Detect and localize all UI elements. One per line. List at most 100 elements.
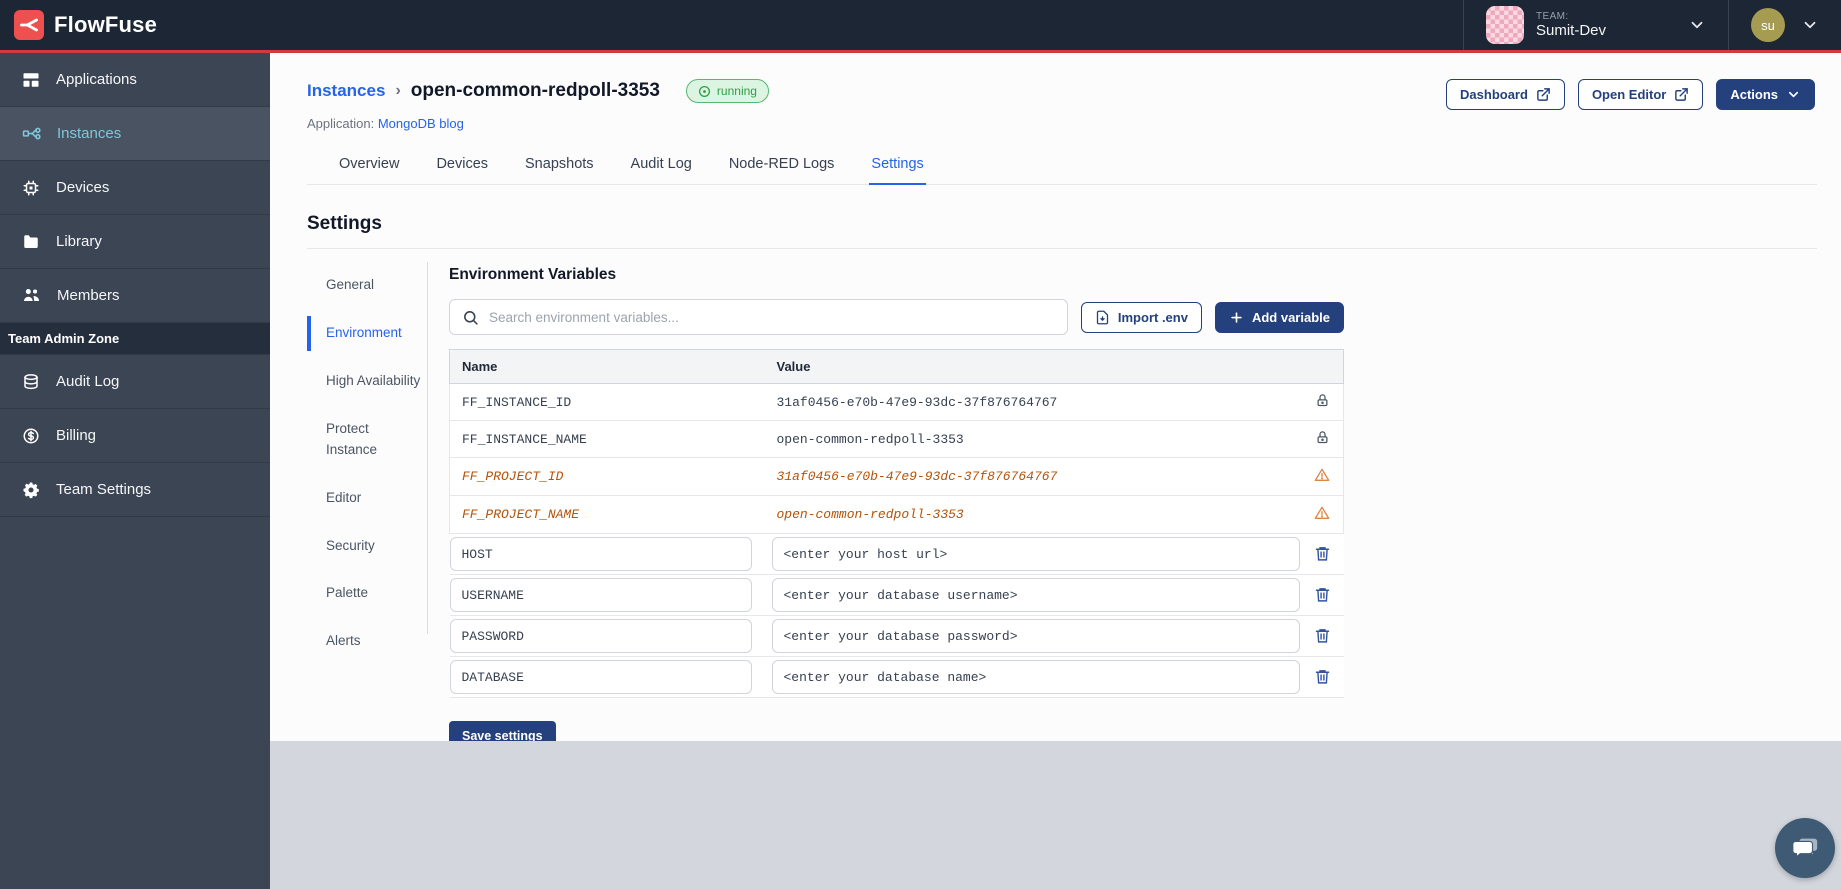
import-env-button[interactable]: Import .env xyxy=(1080,301,1202,333)
column-header-actions xyxy=(1301,349,1344,384)
sidebar-item-library[interactable]: Library xyxy=(0,215,270,269)
applications-icon xyxy=(23,72,39,87)
open-editor-button[interactable]: Open Editor xyxy=(1577,79,1704,110)
sidebar-item-label: Instances xyxy=(57,125,122,142)
env-var-name: FF_INSTANCE_NAME xyxy=(449,420,765,458)
env-name-input[interactable] xyxy=(449,660,752,694)
sidebar-item-audit-log[interactable]: Audit Log xyxy=(0,355,270,409)
env-var-name: FF_PROJECT_ID xyxy=(449,457,765,496)
tab-settings[interactable]: Settings xyxy=(869,147,926,185)
table-row xyxy=(449,533,1344,575)
sidebar: Applications Instances Devices Library xyxy=(0,53,270,889)
env-name-input[interactable] xyxy=(449,578,752,612)
subnav-security[interactable]: Security xyxy=(326,537,375,553)
sidebar-item-applications[interactable]: Applications xyxy=(0,53,270,107)
actions-button-label: Actions xyxy=(1730,87,1778,102)
audit-log-icon xyxy=(24,373,38,389)
brand-name: FlowFuse xyxy=(54,12,158,37)
table-row xyxy=(449,615,1344,657)
instance-tabs: Overview Devices Snapshots Audit Log Nod… xyxy=(307,147,1817,185)
tab-overview[interactable]: Overview xyxy=(339,156,400,172)
delete-variable-button[interactable] xyxy=(1312,584,1333,605)
add-variable-button[interactable]: Add variable xyxy=(1214,301,1344,333)
team-label: TEAM: xyxy=(1535,10,1569,22)
import-env-icon xyxy=(1096,310,1109,324)
subnav-alerts[interactable]: Alerts xyxy=(326,633,361,649)
user-avatar: su xyxy=(1751,8,1785,42)
env-name-input[interactable] xyxy=(449,537,752,571)
trash-icon xyxy=(1315,588,1330,602)
sidebar-item-devices[interactable]: Devices xyxy=(0,161,270,215)
chevron-down-icon xyxy=(1788,91,1799,98)
dashboard-button-label: Dashboard xyxy=(1460,87,1528,102)
settings-divider xyxy=(307,248,1817,249)
breadcrumb-instances-link[interactable]: Instances xyxy=(307,81,386,100)
env-value-input[interactable] xyxy=(771,619,1300,653)
breadcrumb: Instances › open-common-redpoll-3353 run… xyxy=(307,79,769,103)
breadcrumb-separator: › xyxy=(395,82,401,99)
env-name-input[interactable] xyxy=(449,619,752,653)
sidebar-item-billing[interactable]: Billing xyxy=(0,409,270,463)
team-switcher-menu[interactable]: TEAM: Sumit-Dev xyxy=(1464,0,1728,50)
external-link-icon xyxy=(1675,88,1689,101)
header-divider xyxy=(1728,0,1729,50)
env-value-input[interactable] xyxy=(771,578,1300,612)
subnav-palette[interactable]: Palette xyxy=(326,585,369,601)
sidebar-item-instances[interactable]: Instances xyxy=(0,107,270,161)
delete-variable-button[interactable] xyxy=(1312,625,1333,646)
table-row: FF_PROJECT_ID 31af0456-e70b-47e9-93dc-37… xyxy=(449,457,1344,496)
env-var-name: FF_INSTANCE_ID xyxy=(449,383,765,421)
settings-subnav: General Environment High Availability Pr… xyxy=(307,262,428,648)
delete-variable-button[interactable] xyxy=(1312,543,1333,564)
status-badge-label: running xyxy=(716,84,757,98)
sidebar-item-label: Members xyxy=(57,287,120,304)
chevron-down-icon xyxy=(1691,21,1703,29)
search-input[interactable] xyxy=(489,309,1055,325)
page-footer-area xyxy=(270,741,1841,889)
search-box xyxy=(449,299,1068,335)
flowfuse-home-link[interactable]: FlowFuse xyxy=(14,10,157,40)
trash-icon xyxy=(1315,670,1330,684)
team-name: Sumit-Dev xyxy=(1535,22,1606,40)
chevron-down-icon xyxy=(1804,21,1816,29)
members-icon xyxy=(23,289,40,302)
tab-devices[interactable]: Devices xyxy=(436,156,489,172)
team-avatar xyxy=(1485,6,1524,44)
team-meta: TEAM: Sumit-Dev xyxy=(1536,11,1606,40)
settings-page-title: Settings xyxy=(307,213,382,234)
save-settings-button[interactable]: Save settings xyxy=(449,721,556,741)
sidebar-item-team-settings[interactable]: Team Settings xyxy=(0,463,270,517)
gear-icon xyxy=(23,482,39,498)
application-link[interactable]: MongoDB blog xyxy=(377,116,464,131)
env-var-name: FF_PROJECT_NAME xyxy=(449,495,765,534)
user-menu[interactable]: su xyxy=(1729,0,1841,50)
env-var-value: 31af0456-e70b-47e9-93dc-37f876764767 xyxy=(764,383,1302,421)
actions-button[interactable]: Actions xyxy=(1716,79,1815,110)
dashboard-button[interactable]: Dashboard xyxy=(1446,79,1565,110)
subnav-general[interactable]: General xyxy=(326,277,375,292)
tab-snapshots[interactable]: Snapshots xyxy=(525,156,594,172)
tab-audit-log[interactable]: Audit Log xyxy=(630,156,692,172)
add-variable-button-label: Add variable xyxy=(1251,309,1330,325)
subnav-protect-instance[interactable]: Protect Instance xyxy=(326,420,378,457)
env-value-input[interactable] xyxy=(771,537,1300,571)
subnav-environment[interactable]: Environment xyxy=(307,315,427,351)
environment-variables-table: Name Value FF_INSTANCE_ID 31af0456-e70b-… xyxy=(449,349,1344,698)
delete-variable-button[interactable] xyxy=(1312,666,1333,687)
table-row: FF_INSTANCE_NAME open-common-redpoll-335… xyxy=(449,420,1344,458)
subnav-high-availability[interactable]: High Availability xyxy=(326,372,421,388)
table-row: FF_PROJECT_NAME open-common-redpoll-3353 xyxy=(449,495,1344,534)
sidebar-item-label: Team Settings xyxy=(56,481,152,498)
tab-node-red-logs[interactable]: Node-RED Logs xyxy=(728,156,835,172)
environment-variables-panel: Environment Variables Import .env xyxy=(449,262,1344,741)
env-value-input[interactable] xyxy=(771,660,1300,694)
subnav-editor[interactable]: Editor xyxy=(326,489,362,505)
env-var-value: open-common-redpoll-3353 xyxy=(764,420,1302,458)
sidebar-item-members[interactable]: Members xyxy=(0,269,270,323)
flowfuse-logo-icon xyxy=(14,10,44,40)
application-line: Application: MongoDB blog xyxy=(307,116,1817,131)
chat-widget-button[interactable] xyxy=(1775,818,1835,878)
table-row xyxy=(449,574,1344,616)
env-var-value: open-common-redpoll-3353 xyxy=(764,495,1302,534)
sidebar-item-label: Devices xyxy=(56,179,110,196)
